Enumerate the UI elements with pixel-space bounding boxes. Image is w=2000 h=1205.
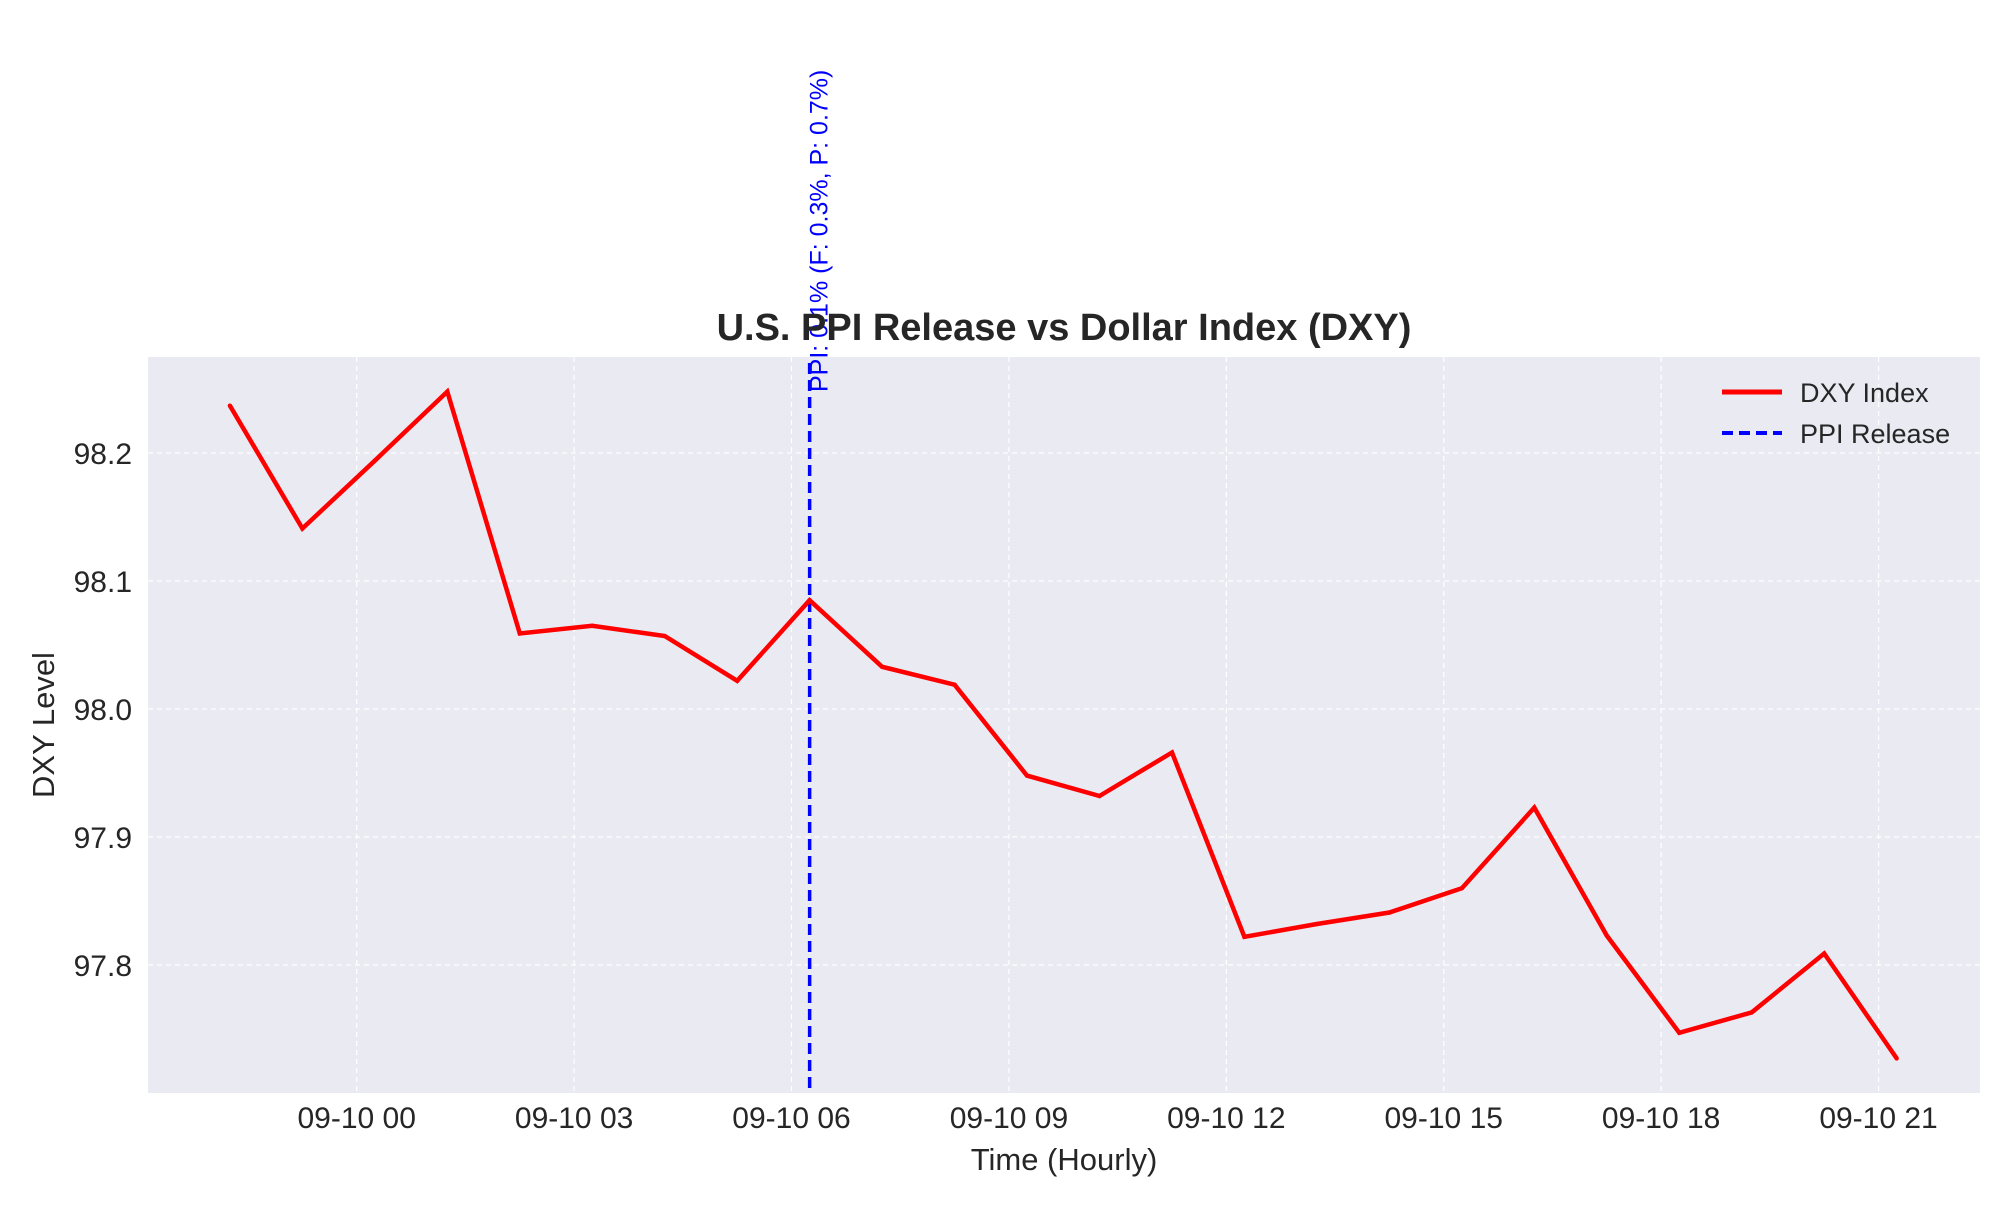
data-point: [1749, 1010, 1754, 1015]
x-tick-label: 09-10 15: [1385, 1102, 1503, 1135]
plot-background: [148, 357, 1980, 1093]
axis-ticks: 09-10 00 09-10 03 09-10 06 09-10 09 09-10 12…: [74, 438, 1938, 1135]
x-tick-label: 09-10 12: [1167, 1102, 1285, 1135]
chart-title: U.S. PPI Release vs Dollar Index (DXY): [717, 307, 1412, 349]
x-tick-label: 09-10 00: [297, 1102, 415, 1135]
data-point: [1314, 921, 1320, 927]
y-axis-label: DXY Level: [26, 652, 61, 798]
x-axis-label: Time (Hourly): [971, 1142, 1158, 1177]
data-point: [734, 678, 740, 684]
data-point: [1604, 933, 1609, 938]
legend: DXY Index PPI Release: [1722, 378, 1950, 449]
x-tick-label: 09-10 21: [1819, 1102, 1937, 1135]
grid-lines: [148, 357, 1980, 1093]
data-point: [1242, 934, 1247, 940]
data-point: [1024, 773, 1030, 778]
data-point: [1387, 910, 1392, 915]
data-point: [952, 682, 957, 687]
y-tick-label: 98.2: [74, 438, 132, 471]
y-tick-label: 98.0: [74, 694, 132, 727]
x-tick-label: 09-10 06: [732, 1102, 850, 1135]
legend-label-dxy: DXY Index: [1800, 378, 1929, 408]
ppi-release-annotation: PPI: 0.1% (F: 0.3%, P: 0.7%): [806, 70, 834, 392]
series-lines: [227, 387, 1899, 1061]
data-point: [517, 631, 522, 636]
data-point: [1532, 805, 1537, 810]
data-point: [300, 526, 305, 531]
x-tick-label: 09-10 09: [950, 1102, 1068, 1135]
legend-label-ppi: PPI Release: [1800, 419, 1950, 449]
data-point: [1894, 1056, 1899, 1061]
x-tick-label: 09-10 18: [1602, 1102, 1720, 1135]
data-point: [1169, 750, 1175, 755]
y-tick-label: 97.8: [74, 950, 132, 983]
x-tick-label: 09-10 03: [515, 1102, 633, 1135]
ppi-release-marker: PPI: 0.1% (F: 0.3%, P: 0.7%): [806, 70, 834, 1093]
data-point: [1677, 1030, 1682, 1036]
data-point: [445, 389, 450, 394]
y-tick-label: 98.1: [74, 566, 132, 599]
data-point: [662, 633, 667, 639]
data-point: [1821, 951, 1827, 956]
data-point: [590, 623, 595, 628]
data-point: [227, 403, 233, 408]
data-point: [879, 664, 885, 669]
data-point: [1459, 886, 1465, 891]
y-tick-label: 97.9: [74, 822, 132, 855]
data-point: [807, 598, 812, 603]
data-point: [1097, 793, 1102, 799]
data-point: [372, 458, 378, 463]
series-line-dxy-index: [227, 387, 1899, 1060]
